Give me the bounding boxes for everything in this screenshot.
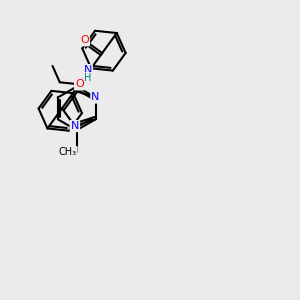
Text: CH₃: CH₃ (58, 147, 77, 157)
Text: N: N (92, 92, 100, 103)
Text: O: O (80, 35, 89, 45)
Text: N: N (83, 65, 92, 75)
Text: H: H (84, 73, 91, 83)
Text: N: N (70, 121, 79, 131)
Text: O: O (75, 79, 84, 89)
